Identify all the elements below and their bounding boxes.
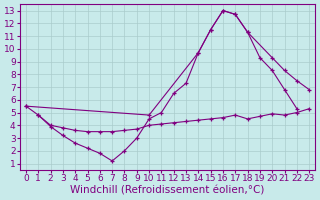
X-axis label: Windchill (Refroidissement éolien,°C): Windchill (Refroidissement éolien,°C) [70,186,265,196]
